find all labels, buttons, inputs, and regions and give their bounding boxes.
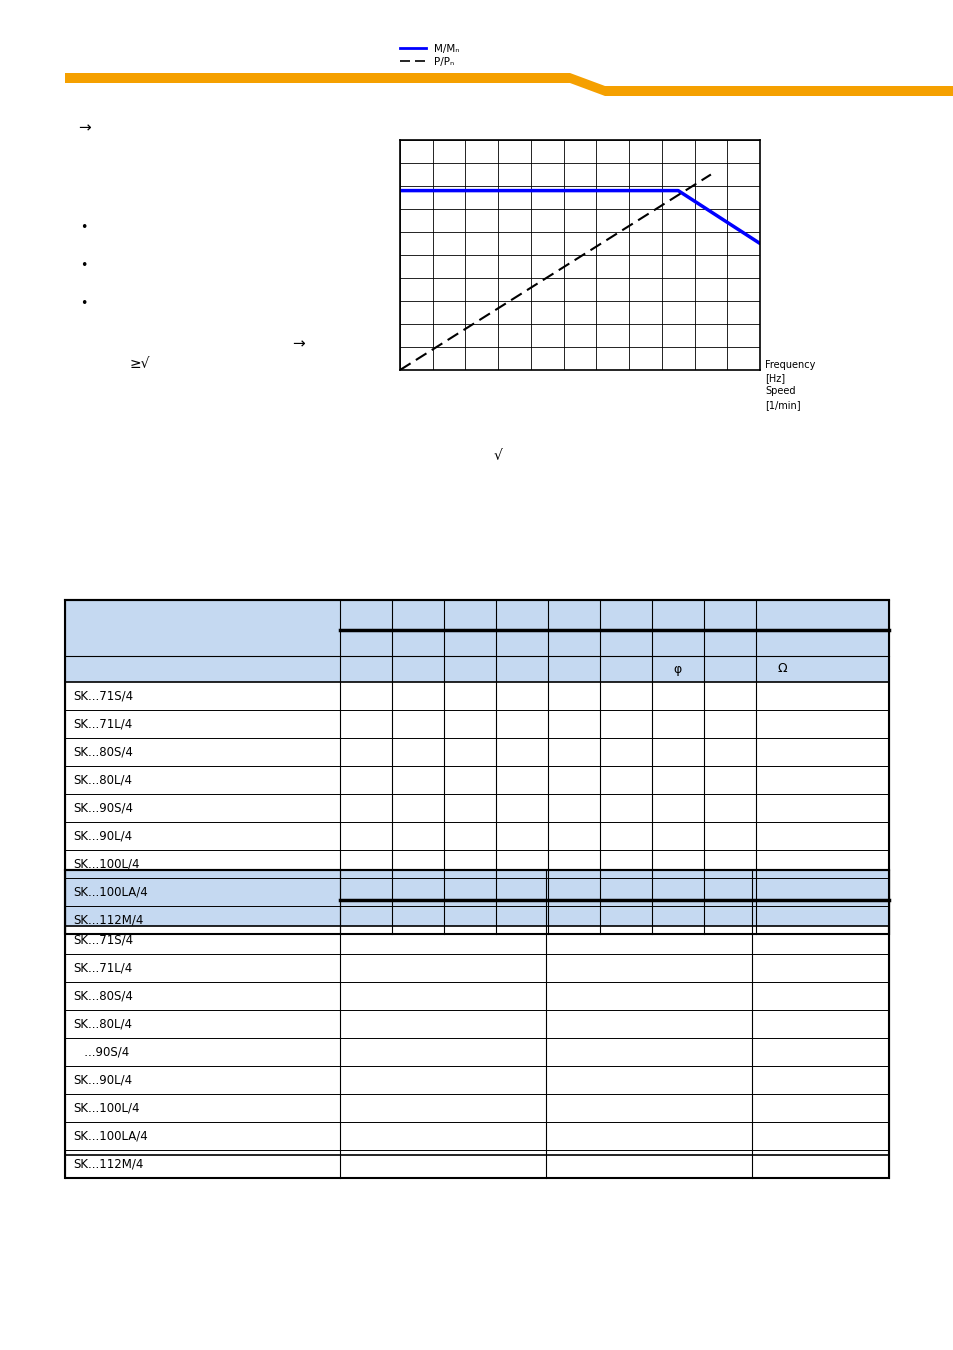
- Text: SK...80S/4: SK...80S/4: [73, 990, 132, 1003]
- Text: φ: φ: [673, 663, 681, 675]
- Text: SK...112M/4: SK...112M/4: [73, 914, 143, 926]
- Text: ≥√: ≥√: [130, 356, 151, 371]
- Text: SK...100LA/4: SK...100LA/4: [73, 886, 148, 899]
- Bar: [65, 869, 888, 926]
- Text: •: •: [80, 297, 88, 310]
- Text: SK...80L/4: SK...80L/4: [73, 1018, 132, 1030]
- Text: SK...71L/4: SK...71L/4: [73, 961, 132, 975]
- Text: SK...90L/4: SK...90L/4: [73, 829, 132, 842]
- Text: •: •: [80, 221, 88, 235]
- Text: →: →: [292, 336, 304, 351]
- Text: ...90S/4: ...90S/4: [73, 1045, 129, 1058]
- Text: SK...100LA/4: SK...100LA/4: [73, 1130, 148, 1142]
- Text: Frequency
[Hz]
Speed
[1/min]: Frequency [Hz] Speed [1/min]: [764, 360, 815, 409]
- Text: SK...71S/4: SK...71S/4: [73, 933, 133, 946]
- Text: SK...71L/4: SK...71L/4: [73, 717, 132, 730]
- Text: SK...90S/4: SK...90S/4: [73, 802, 132, 814]
- Bar: [65, 599, 888, 934]
- Polygon shape: [65, 73, 953, 96]
- Text: SK...100L/4: SK...100L/4: [73, 857, 139, 871]
- Text: SK...90L/4: SK...90L/4: [73, 1073, 132, 1087]
- Text: SK...80S/4: SK...80S/4: [73, 745, 132, 759]
- Text: SK...71S/4: SK...71S/4: [73, 690, 133, 702]
- Bar: [65, 869, 888, 1179]
- Text: √: √: [494, 450, 502, 463]
- Text: SK...100L/4: SK...100L/4: [73, 1102, 139, 1115]
- Text: SK...80L/4: SK...80L/4: [73, 774, 132, 787]
- Text: Ω: Ω: [777, 663, 786, 675]
- Legend: M/Mₙ, P/Pₙ: M/Mₙ, P/Pₙ: [397, 42, 461, 69]
- Text: →: →: [78, 120, 91, 135]
- Text: SK...112M/4: SK...112M/4: [73, 1157, 143, 1170]
- Bar: [65, 599, 888, 682]
- Text: •: •: [80, 259, 88, 273]
